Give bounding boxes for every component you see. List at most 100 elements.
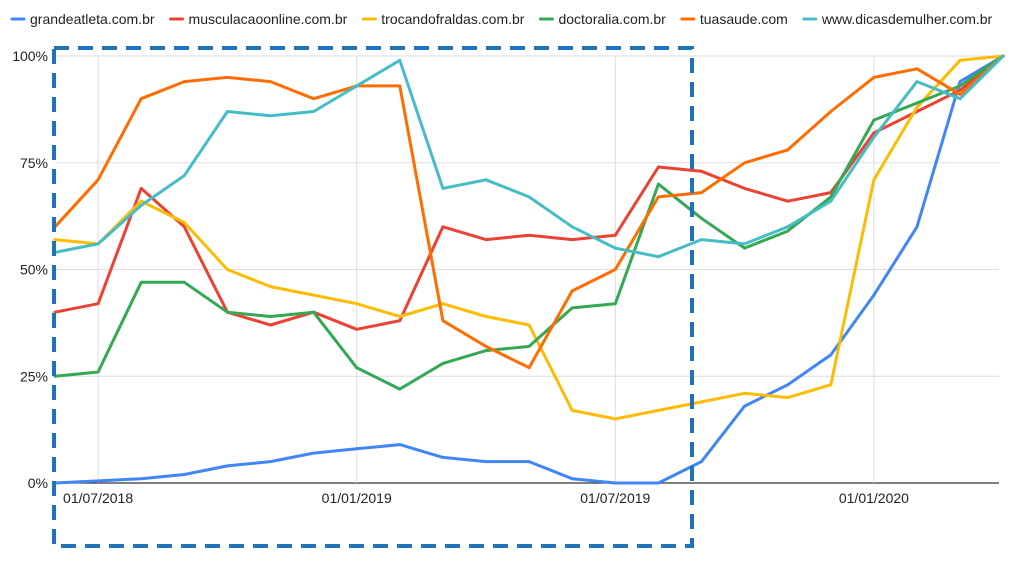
- data-point: [958, 93, 962, 96]
- data-point: [915, 225, 919, 229]
- data-point: [269, 80, 272, 84]
- data-point: [139, 204, 143, 207]
- data-point: [570, 477, 574, 481]
- data-point: [312, 310, 315, 314]
- data-point: [398, 58, 402, 62]
- y-tick-label: 50%: [20, 262, 48, 278]
- legend: grandeatleta.com.br musculacaoonline.com.…: [10, 11, 993, 27]
- data-point: [139, 97, 143, 101]
- x-tick-label: 01/07/2018: [63, 490, 133, 506]
- data-point: [915, 80, 919, 84]
- data-point: [527, 344, 531, 348]
- data-point: [743, 186, 746, 190]
- y-tick-label: 25%: [20, 368, 48, 384]
- data-point: [829, 199, 833, 203]
- data-point: [743, 391, 746, 395]
- data-point: [226, 110, 229, 113]
- data-point: [700, 238, 703, 242]
- highlight-dashed-box: [52, 46, 694, 548]
- data-point: [657, 409, 660, 412]
- data-point: [743, 242, 746, 246]
- data-point: [570, 409, 574, 412]
- data-point: [398, 319, 402, 323]
- data-point: [570, 289, 574, 293]
- data-point: [915, 105, 919, 109]
- series-line: [53, 54, 1005, 421]
- legend-label: www.dicasdemulher.com.br: [821, 11, 993, 27]
- data-point: [53, 310, 57, 314]
- data-point: [829, 353, 833, 357]
- data-point: [182, 80, 186, 84]
- data-point: [398, 387, 402, 391]
- data-point: [398, 443, 402, 446]
- y-axis-ticks: 0% 25% 50% 75% 100%: [12, 48, 48, 491]
- legend-item: www.dicasdemulher.com.br: [802, 11, 993, 27]
- data-point: [958, 58, 962, 62]
- data-point: [657, 182, 660, 186]
- x-axis-ticks: 01/07/2018 01/01/2019 01/07/2019 01/01/2020: [63, 490, 909, 506]
- data-point: [743, 161, 746, 165]
- data-point: [700, 191, 703, 195]
- data-point: [139, 186, 143, 190]
- data-point: [915, 67, 919, 71]
- y-tick-label: 75%: [20, 155, 48, 171]
- series-line: [53, 54, 1005, 391]
- data-point: [226, 268, 229, 271]
- legend-label: tuasaude.com: [700, 11, 788, 27]
- data-point: [700, 400, 703, 404]
- data-point: [657, 481, 660, 485]
- series-group: [53, 54, 1005, 485]
- data-point: [355, 84, 359, 88]
- data-point: [441, 302, 445, 306]
- data-point: [872, 131, 876, 135]
- data-point: [96, 370, 100, 374]
- series-line: [53, 54, 1005, 370]
- legend-item: trocandofraldas.com.br: [361, 11, 525, 27]
- data-point: [355, 366, 359, 370]
- data-point: [786, 225, 790, 229]
- series-line: [53, 54, 1005, 331]
- data-point: [1001, 54, 1005, 58]
- series-lines: [53, 54, 1005, 485]
- data-point: [484, 315, 488, 318]
- data-point: [182, 473, 186, 476]
- data-point: [269, 323, 272, 327]
- legend-label: grandeatleta.com.br: [30, 11, 155, 27]
- data-point: [484, 344, 488, 348]
- x-tick-label: 01/01/2020: [839, 490, 909, 506]
- data-point: [872, 75, 876, 79]
- data-point: [570, 225, 574, 229]
- data-point: [613, 233, 617, 237]
- data-point: [613, 246, 617, 250]
- data-point: [441, 362, 445, 365]
- data-point: [872, 118, 876, 122]
- y-tick-label: 100%: [12, 48, 48, 64]
- data-point: [96, 479, 100, 483]
- data-point: [269, 114, 272, 118]
- data-point: [958, 88, 962, 92]
- data-point: [829, 383, 833, 387]
- series-group: [53, 54, 1005, 391]
- data-point: [139, 199, 143, 203]
- data-point: [786, 396, 790, 399]
- data-point: [958, 97, 962, 101]
- data-point: [139, 280, 143, 284]
- data-point: [441, 225, 445, 229]
- data-point: [441, 455, 445, 459]
- data-point: [613, 481, 617, 485]
- data-point: [527, 366, 531, 370]
- data-point: [96, 302, 100, 306]
- data-point: [484, 238, 488, 242]
- data-point: [312, 293, 315, 297]
- data-point: [872, 135, 876, 139]
- data-point: [613, 268, 617, 271]
- data-point: [139, 477, 143, 481]
- data-point: [226, 464, 229, 468]
- data-point: [484, 349, 488, 353]
- data-point: [441, 319, 445, 323]
- data-point: [958, 84, 962, 88]
- data-point: [484, 178, 488, 182]
- data-point: [786, 383, 790, 387]
